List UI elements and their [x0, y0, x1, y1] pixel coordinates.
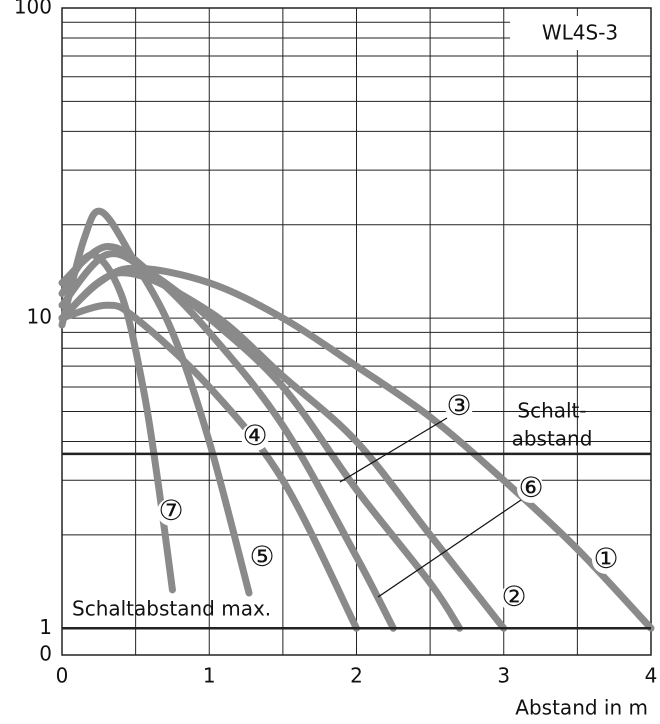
- y-tick-label: 10: [27, 305, 52, 329]
- y-tick-label: 0: [39, 642, 52, 666]
- label-bg: [500, 584, 528, 612]
- series-label: ④: [242, 419, 267, 452]
- series-label: ③: [446, 389, 471, 422]
- label-bg: [248, 544, 276, 572]
- reference-label: Schalt-: [517, 399, 586, 423]
- leader-line: [377, 499, 522, 598]
- x-tick-label: 0: [56, 664, 69, 688]
- x-tick-label: 2: [350, 664, 363, 688]
- label-bg: [517, 475, 545, 503]
- title-box: [510, 16, 651, 50]
- series-label: ⑥: [518, 471, 543, 504]
- chart-title: WL4S-3: [542, 21, 618, 45]
- series-label: ②: [501, 580, 526, 613]
- x-tick-label: 4: [645, 664, 658, 688]
- series-label: ⑦: [158, 494, 183, 527]
- y-tick-label: 1: [39, 615, 52, 639]
- leader-line: [339, 417, 448, 483]
- label-bg: [157, 498, 185, 526]
- reference-label: abstand: [512, 427, 593, 451]
- y-tick-label: 100: [14, 0, 52, 19]
- plot-frame: [61, 7, 652, 656]
- curve: [58, 264, 655, 632]
- x-tick-label: 1: [203, 664, 216, 688]
- series-label: ①: [593, 542, 618, 575]
- curve: [58, 301, 360, 632]
- curve: [58, 250, 464, 632]
- label-bg: [445, 393, 473, 421]
- curve: [58, 207, 253, 597]
- curve: [58, 243, 397, 632]
- curve: [58, 269, 508, 632]
- reference-label: Schaltabstand max.: [72, 597, 271, 621]
- label-bg: [241, 423, 269, 451]
- x-tick-label: 3: [497, 664, 510, 688]
- series-label: ⑤: [249, 540, 274, 573]
- x-axis-label: Abstand in m: [515, 696, 648, 720]
- label-bg: [592, 546, 620, 574]
